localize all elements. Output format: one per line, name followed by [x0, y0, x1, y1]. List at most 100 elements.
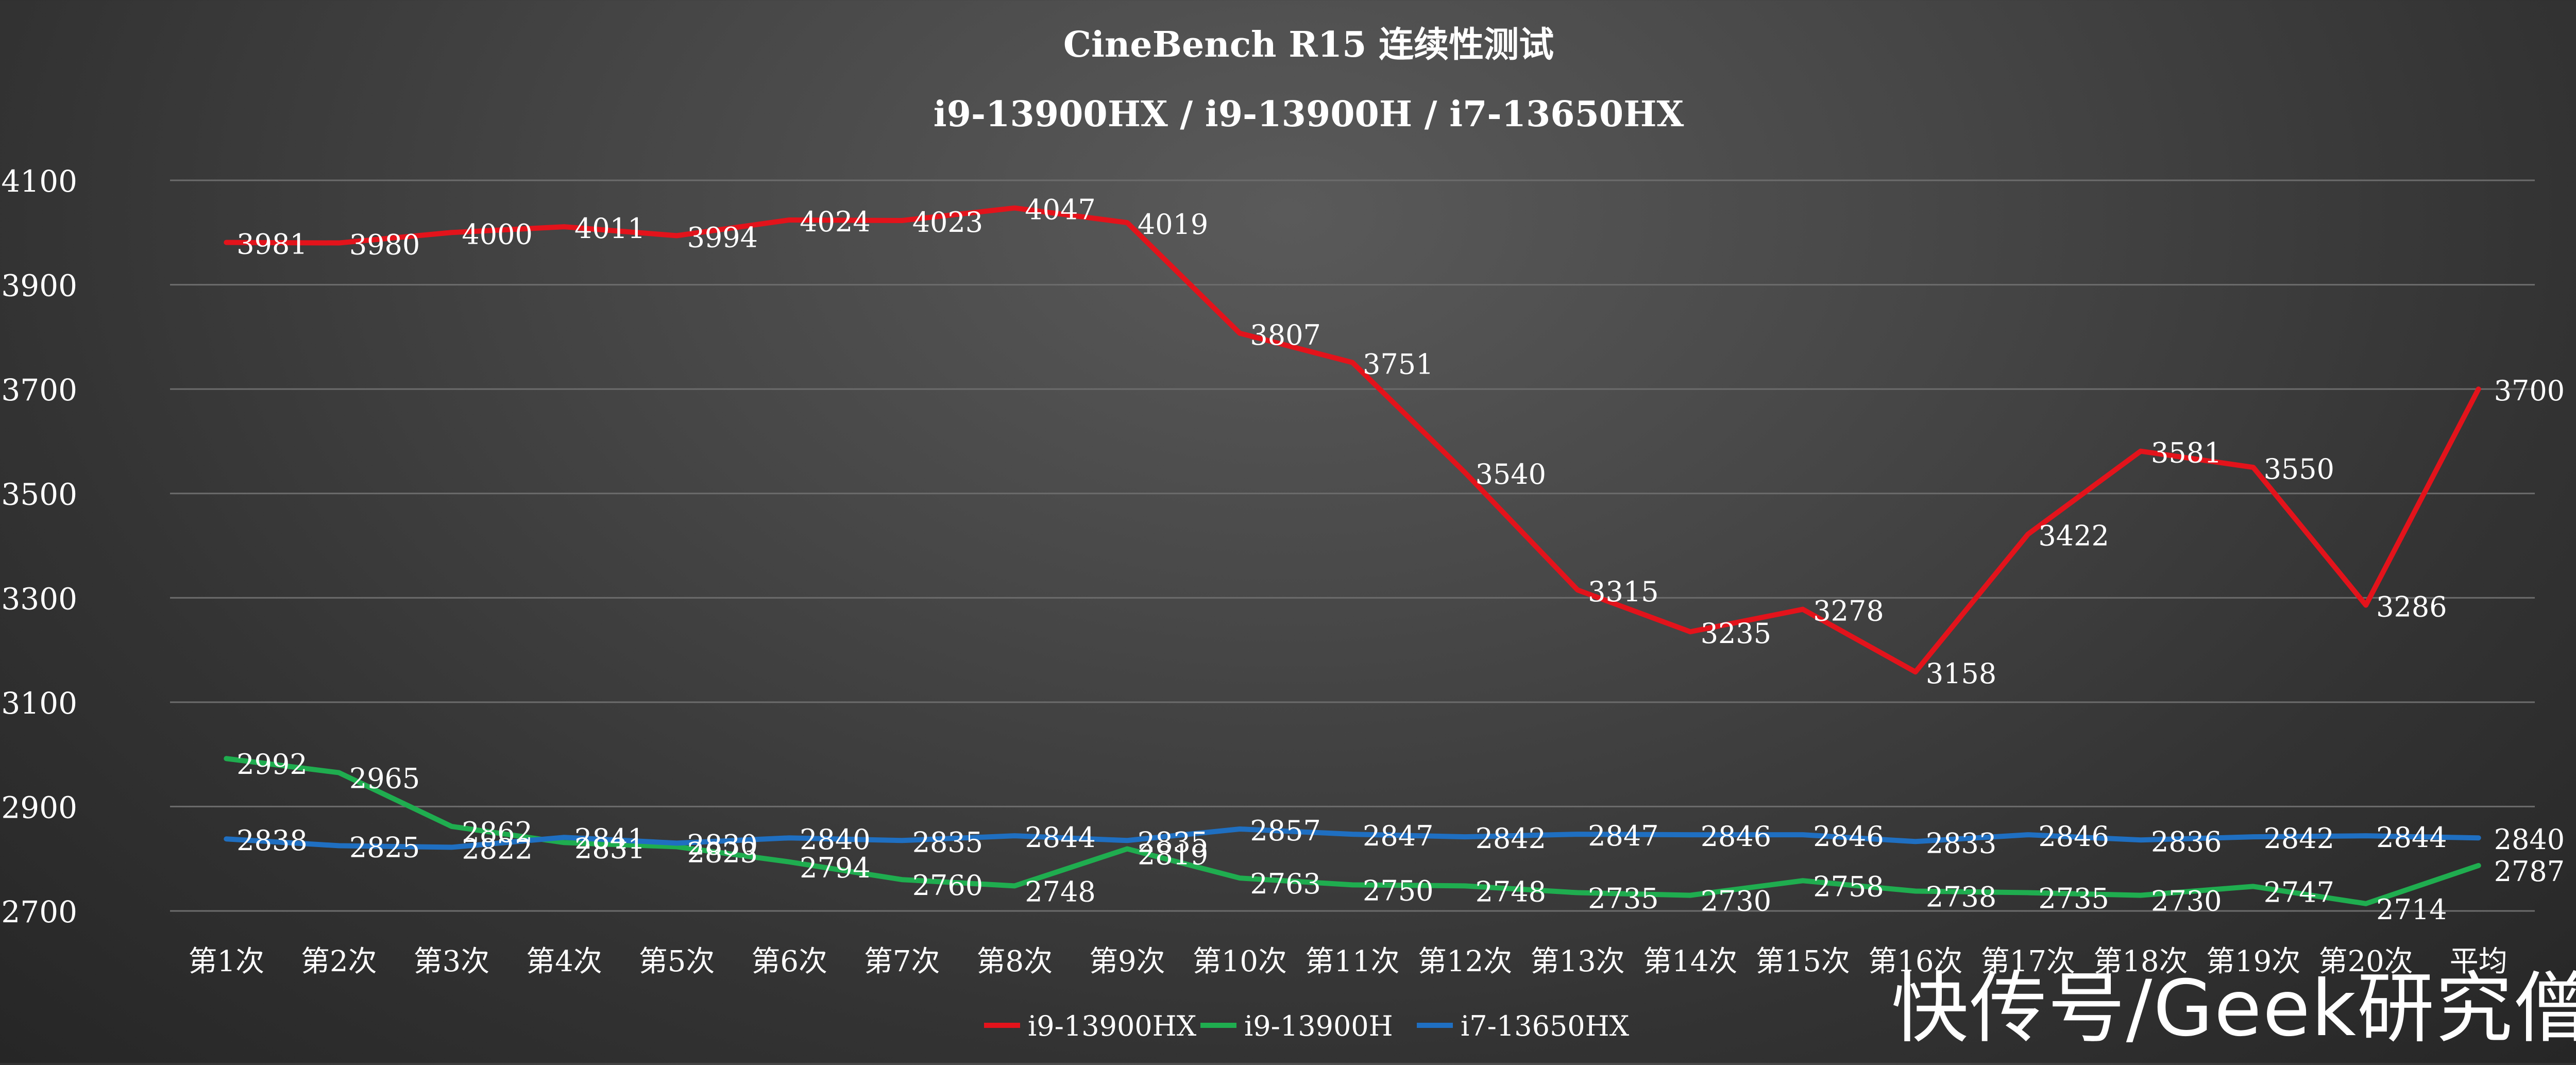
y-tick-label: 2700	[1, 894, 77, 929]
series-line	[224, 756, 2481, 906]
data-label: 2840	[800, 823, 870, 856]
data-label: 2758	[1813, 870, 1884, 903]
data-label: 3286	[2376, 590, 2447, 623]
x-tick-label: 第18次	[2093, 945, 2188, 978]
x-tick-label: 第6次	[751, 945, 827, 978]
legend-label: i9-13900H	[1244, 1010, 1393, 1042]
data-label: 2825	[349, 831, 420, 864]
data-label: 2847	[1363, 820, 1433, 852]
data-label: 2844	[1025, 821, 1095, 854]
x-tick-label: 第9次	[1089, 945, 1165, 978]
data-label: 3158	[1926, 657, 1996, 690]
data-label: 3315	[1588, 576, 1658, 608]
data-label: 3994	[687, 221, 758, 253]
y-tick-label: 3100	[1, 686, 77, 721]
data-label: 2748	[1476, 875, 1546, 908]
data-label: 3540	[1476, 458, 1546, 491]
chart-subtitle: i9-13900HX / i9-13900H / i7-13650HX	[934, 94, 1684, 135]
data-label: 2830	[687, 829, 758, 861]
y-tick-label: 4100	[1, 164, 77, 199]
gridlines	[170, 179, 2535, 912]
data-label: 2847	[1588, 820, 1658, 852]
y-tick-label: 3900	[1, 268, 77, 303]
x-tick-label: 平均	[2450, 945, 2507, 978]
data-label: 4019	[1138, 208, 1208, 241]
data-label: 4011	[574, 212, 645, 245]
data-label: 4024	[800, 206, 870, 238]
x-tick-label: 第7次	[864, 945, 940, 978]
data-label: 3235	[1701, 617, 1771, 650]
y-tick-label: 3700	[1, 373, 77, 408]
data-label: 2846	[1813, 820, 1884, 853]
data-label: 2841	[574, 823, 645, 855]
x-tick-label: 第11次	[1305, 945, 1399, 978]
x-tick-label: 第10次	[1193, 945, 1287, 978]
series-lines	[224, 205, 2481, 906]
data-label: 2833	[1926, 827, 1996, 859]
data-label: 2862	[462, 816, 532, 849]
x-tick-label: 第3次	[414, 945, 490, 978]
y-tick-label: 3300	[1, 581, 77, 616]
x-tick-label: 第5次	[639, 945, 715, 978]
data-label: 2822	[462, 833, 532, 865]
x-tick-label: 第12次	[1418, 945, 1512, 978]
x-axis-ticks: 第1次 第2次 第3次 第4次 第5次 第6次 第7次 第8次 第9次 第10次 第11次 第12次第…	[188, 945, 2507, 978]
data-label: 2760	[912, 869, 983, 902]
data-label: 2840	[2494, 823, 2565, 856]
data-label: 3422	[2038, 520, 2109, 552]
data-label: 2730	[1701, 885, 1771, 918]
data-label: 2714	[2376, 893, 2447, 926]
data-label: 2844	[2376, 821, 2447, 854]
x-tick-label: 第4次	[526, 945, 602, 978]
data-label: 3981	[236, 228, 307, 261]
data-label: 2819	[1138, 838, 1208, 871]
data-label: 3581	[2151, 437, 2222, 469]
data-label: 2835	[1138, 826, 1208, 858]
data-label: 2842	[2264, 822, 2334, 855]
data-label: 2857	[1250, 815, 1320, 847]
x-tick-label: 第14次	[1643, 945, 1737, 978]
data-label: 4000	[462, 218, 532, 250]
data-label: 3980	[349, 229, 420, 261]
data-label: 4047	[1025, 194, 1095, 226]
x-tick-label: 第8次	[976, 945, 1053, 978]
data-label: 2763	[1250, 868, 1320, 900]
legend-label: i9-13900HX	[1028, 1010, 1197, 1042]
data-label: 4023	[912, 206, 983, 239]
chart-title: CineBench R15 连续性测试	[1063, 24, 1554, 65]
data-label: 2835	[912, 826, 983, 858]
data-label: 3751	[1363, 348, 1433, 380]
data-label: 2992	[236, 748, 307, 781]
legend: i9-13900HX i9-13900H i7-13650HX	[984, 1010, 1630, 1042]
y-axis-ticks: 2700 2900 3100 3300 3500 3700 3900 4100	[1, 164, 77, 929]
y-tick-label: 2900	[1, 790, 77, 825]
data-label: 2842	[1476, 822, 1546, 855]
x-tick-label: 第1次	[188, 945, 264, 978]
data-labels: 3981 3980 4000 4011 3994 4024 4023 4047 4019 3807…	[236, 194, 2565, 926]
y-tick-label: 3500	[1, 477, 77, 512]
x-tick-label: 第20次	[2319, 945, 2413, 978]
data-label: 2846	[2038, 820, 2109, 853]
x-tick-label: 第17次	[1981, 945, 2075, 978]
x-tick-label: 第16次	[1868, 945, 1962, 978]
data-label: 2831	[574, 832, 645, 865]
data-label: 3278	[1813, 595, 1884, 628]
data-label: 2730	[2151, 885, 2222, 918]
data-label: 2738	[1926, 881, 1996, 914]
data-label: 3807	[1250, 319, 1320, 351]
x-tick-label: 第15次	[1756, 945, 1850, 978]
x-tick-label: 第2次	[301, 945, 377, 978]
data-label: 2838	[236, 824, 307, 857]
data-label: 2965	[349, 763, 420, 795]
x-tick-label: 第13次	[1531, 945, 1625, 978]
data-label: 2748	[1025, 875, 1095, 908]
data-label: 2823	[687, 836, 758, 869]
data-label: 2735	[1588, 883, 1658, 915]
data-label: 3550	[2264, 453, 2334, 485]
data-label: 2836	[2151, 825, 2222, 858]
watermark-text: 快传号/Geek研究僧	[1891, 964, 2576, 1054]
data-label: 2794	[800, 852, 870, 884]
data-label: 2846	[1701, 820, 1771, 853]
